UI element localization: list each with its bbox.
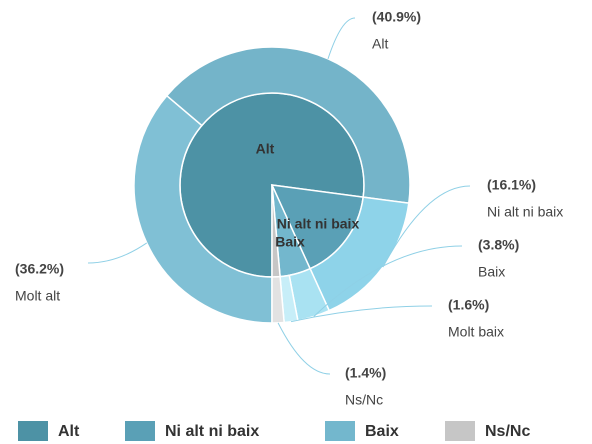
category-label: Molt baix — [448, 324, 504, 340]
outer-segment — [271, 275, 285, 324]
leader-line — [313, 245, 463, 317]
legend-label: Alt — [58, 423, 80, 440]
legend-swatch — [18, 421, 48, 441]
leader-line — [382, 185, 471, 268]
value-label: (36.2%) — [15, 261, 64, 277]
legend-swatch — [125, 421, 155, 441]
legend-label: Ns/Nc — [485, 423, 530, 440]
value-label: (1.4%) — [345, 365, 386, 381]
leader-line — [277, 322, 331, 375]
value-label: (3.8%) — [478, 237, 519, 253]
category-label: Molt alt — [15, 288, 60, 304]
leader-line — [327, 17, 356, 60]
category-label: Alt — [372, 36, 388, 52]
inner-label: Baix — [275, 234, 305, 250]
legend-label: Ni alt ni baix — [165, 423, 259, 440]
category-label: Ns/Nc — [345, 392, 383, 408]
leader-line — [87, 242, 148, 264]
category-label: Ni alt ni baix — [487, 204, 563, 220]
legend-swatch — [325, 421, 355, 441]
inner-label: Alt — [256, 141, 275, 157]
category-label: Baix — [478, 264, 505, 280]
legend-label: Baix — [365, 423, 399, 440]
value-label: (16.1%) — [487, 177, 536, 193]
outer-segment — [165, 46, 411, 204]
inner-label: Ni alt ni baix — [277, 216, 360, 232]
value-label: (1.6%) — [448, 297, 489, 313]
legend-swatch — [445, 421, 475, 441]
leader-line — [290, 305, 433, 323]
outer-segment — [133, 94, 273, 324]
value-label: (40.9%) — [372, 9, 421, 25]
